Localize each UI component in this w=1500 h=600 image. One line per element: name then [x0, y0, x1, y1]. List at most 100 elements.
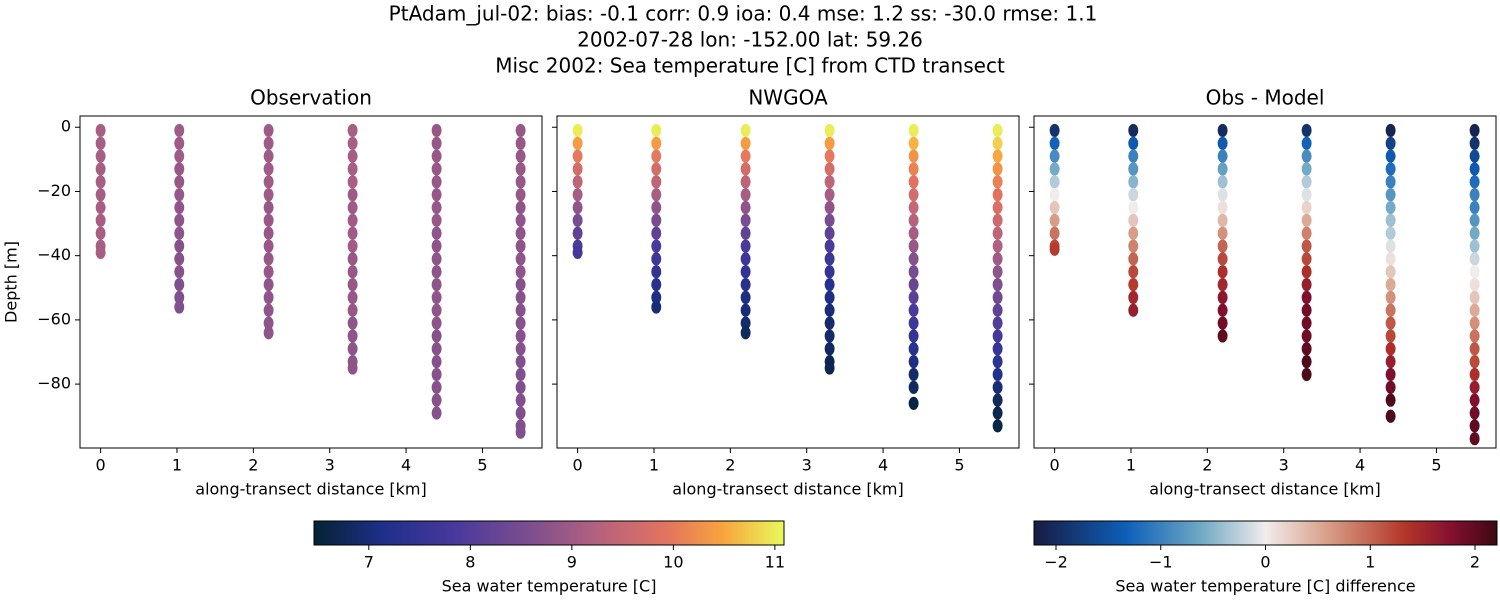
panel-title: NWGOA — [748, 86, 828, 110]
data-point — [1469, 355, 1480, 369]
data-point — [1217, 175, 1228, 189]
data-point — [1217, 162, 1228, 176]
data-point — [992, 342, 1003, 356]
data-point — [347, 265, 358, 279]
data-point — [263, 136, 274, 150]
data-point — [431, 342, 442, 356]
data-point — [1301, 213, 1312, 227]
data-point — [431, 290, 442, 305]
data-point — [1469, 277, 1480, 292]
colorbar-tick-label: 0 — [1260, 553, 1270, 572]
data-point — [1469, 265, 1480, 279]
data-point — [992, 175, 1003, 189]
x-tick-label: 2 — [248, 456, 258, 475]
data-point — [1301, 329, 1312, 343]
data-point — [740, 326, 751, 340]
data-point — [515, 342, 526, 356]
data-point — [1128, 277, 1139, 292]
data-point — [1049, 213, 1060, 227]
data-point — [431, 136, 442, 150]
data-point — [908, 239, 919, 253]
data-point — [263, 213, 274, 227]
data-point — [651, 123, 662, 138]
data-point — [515, 329, 526, 343]
data-point — [1385, 200, 1396, 215]
data-point — [431, 406, 442, 420]
colorbar-tick-label: 9 — [567, 553, 577, 572]
data-point — [1385, 355, 1396, 369]
data-point — [431, 149, 442, 163]
data-point — [908, 316, 919, 330]
data-point — [992, 162, 1003, 176]
data-point — [1301, 367, 1312, 382]
data-point — [1469, 162, 1480, 176]
data-point — [1128, 175, 1139, 189]
data-point — [1385, 277, 1396, 292]
data-point — [740, 188, 751, 202]
data-point — [1301, 162, 1312, 176]
data-point — [263, 188, 274, 202]
data-point — [740, 239, 751, 253]
data-point — [824, 123, 835, 138]
x-tick-label: 4 — [878, 456, 888, 475]
data-point — [1217, 123, 1228, 138]
data-point — [1385, 149, 1396, 163]
suptitle: Misc 2002: Sea temperature [C] from CTD … — [495, 54, 1005, 78]
y-tick-label: −60 — [37, 309, 71, 328]
colorbar — [313, 520, 785, 546]
data-point — [95, 245, 106, 260]
data-point — [1385, 329, 1396, 343]
data-point — [992, 188, 1003, 202]
x-tick-label: 1 — [172, 456, 182, 475]
plot-frame — [1033, 115, 1497, 449]
data-point — [1217, 290, 1228, 305]
data-point — [572, 149, 583, 163]
data-point — [174, 200, 185, 215]
data-point — [992, 136, 1003, 150]
data-point — [1385, 265, 1396, 279]
data-point — [908, 265, 919, 279]
data-point — [992, 355, 1003, 369]
data-point — [515, 406, 526, 420]
x-tick-label: 4 — [401, 456, 411, 475]
data-point — [347, 303, 358, 317]
data-point — [992, 226, 1003, 240]
data-point — [1128, 239, 1139, 253]
data-point — [1049, 200, 1060, 215]
data-point — [347, 290, 358, 305]
data-point — [824, 239, 835, 253]
data-point — [1469, 252, 1480, 266]
data-point — [740, 252, 751, 266]
data-point — [908, 355, 919, 369]
panel-title: Observation — [250, 86, 372, 110]
data-point — [174, 123, 185, 138]
colorbar-tick-label: 2 — [1470, 553, 1480, 572]
data-point — [431, 367, 442, 382]
colorbar — [1033, 520, 1498, 546]
data-point — [1217, 265, 1228, 279]
x-tick-label: 3 — [1279, 456, 1289, 475]
data-point — [347, 252, 358, 266]
data-point — [263, 149, 274, 163]
data-point — [1469, 432, 1480, 446]
data-point — [431, 316, 442, 330]
data-point — [1469, 188, 1480, 202]
data-point — [95, 123, 106, 138]
data-point — [1385, 380, 1396, 394]
data-point — [824, 175, 835, 189]
data-point — [1049, 123, 1060, 138]
data-point — [347, 149, 358, 163]
data-point — [515, 367, 526, 382]
data-point — [431, 188, 442, 202]
data-point — [1301, 123, 1312, 138]
data-point — [824, 136, 835, 150]
data-point — [908, 290, 919, 305]
data-point — [263, 175, 274, 189]
data-point — [347, 316, 358, 330]
data-point — [572, 123, 583, 138]
data-point — [95, 136, 106, 150]
data-point — [740, 136, 751, 150]
data-point — [651, 226, 662, 240]
data-point — [1385, 316, 1396, 330]
